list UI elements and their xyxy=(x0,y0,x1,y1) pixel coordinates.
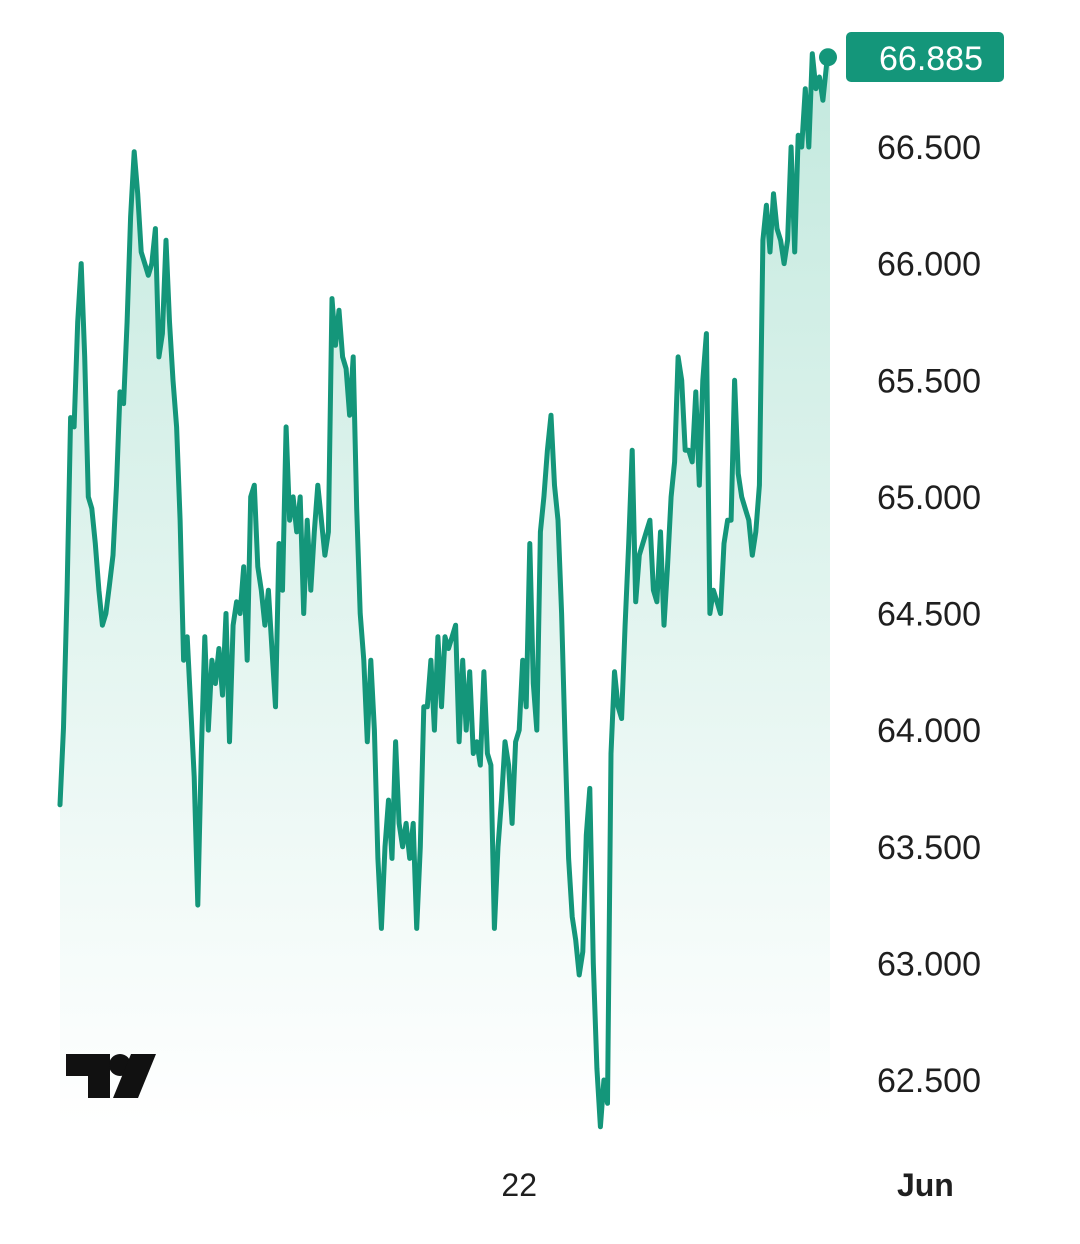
y-axis: 62.500 63.000 63.500 64.000 64.500 65.000 65.5… xyxy=(877,129,981,1100)
y-tick-label: 64.500 xyxy=(877,596,981,634)
price-line xyxy=(57,51,833,1130)
logo-slash-shape xyxy=(113,1054,156,1098)
logo-t-shape xyxy=(66,1054,110,1098)
last-price-badge-bg xyxy=(846,32,1004,82)
y-tick-label: 66.500 xyxy=(877,129,981,167)
y-tick-label: 63.000 xyxy=(877,945,981,983)
y-tick-label: 64.000 xyxy=(877,712,981,750)
last-price-label: 66.885 xyxy=(879,40,983,78)
y-tick-label: 65.000 xyxy=(877,479,981,517)
y-tick-label: 66.000 xyxy=(877,246,981,284)
last-price-badge: 66.885 xyxy=(846,32,1004,82)
y-tick-label: 65.500 xyxy=(877,362,981,400)
x-tick-label: 22 xyxy=(501,1167,537,1203)
y-tick-label: 62.500 xyxy=(877,1062,981,1100)
plot-area xyxy=(57,48,837,1130)
last-price-marker xyxy=(819,48,837,67)
x-tick-label: Jun xyxy=(897,1167,954,1203)
tradingview-logo-icon[interactable] xyxy=(66,1054,156,1098)
price-area-fill xyxy=(60,53,830,1129)
x-axis: 22 Jun xyxy=(501,1167,953,1203)
y-tick-label: 63.500 xyxy=(877,829,981,867)
